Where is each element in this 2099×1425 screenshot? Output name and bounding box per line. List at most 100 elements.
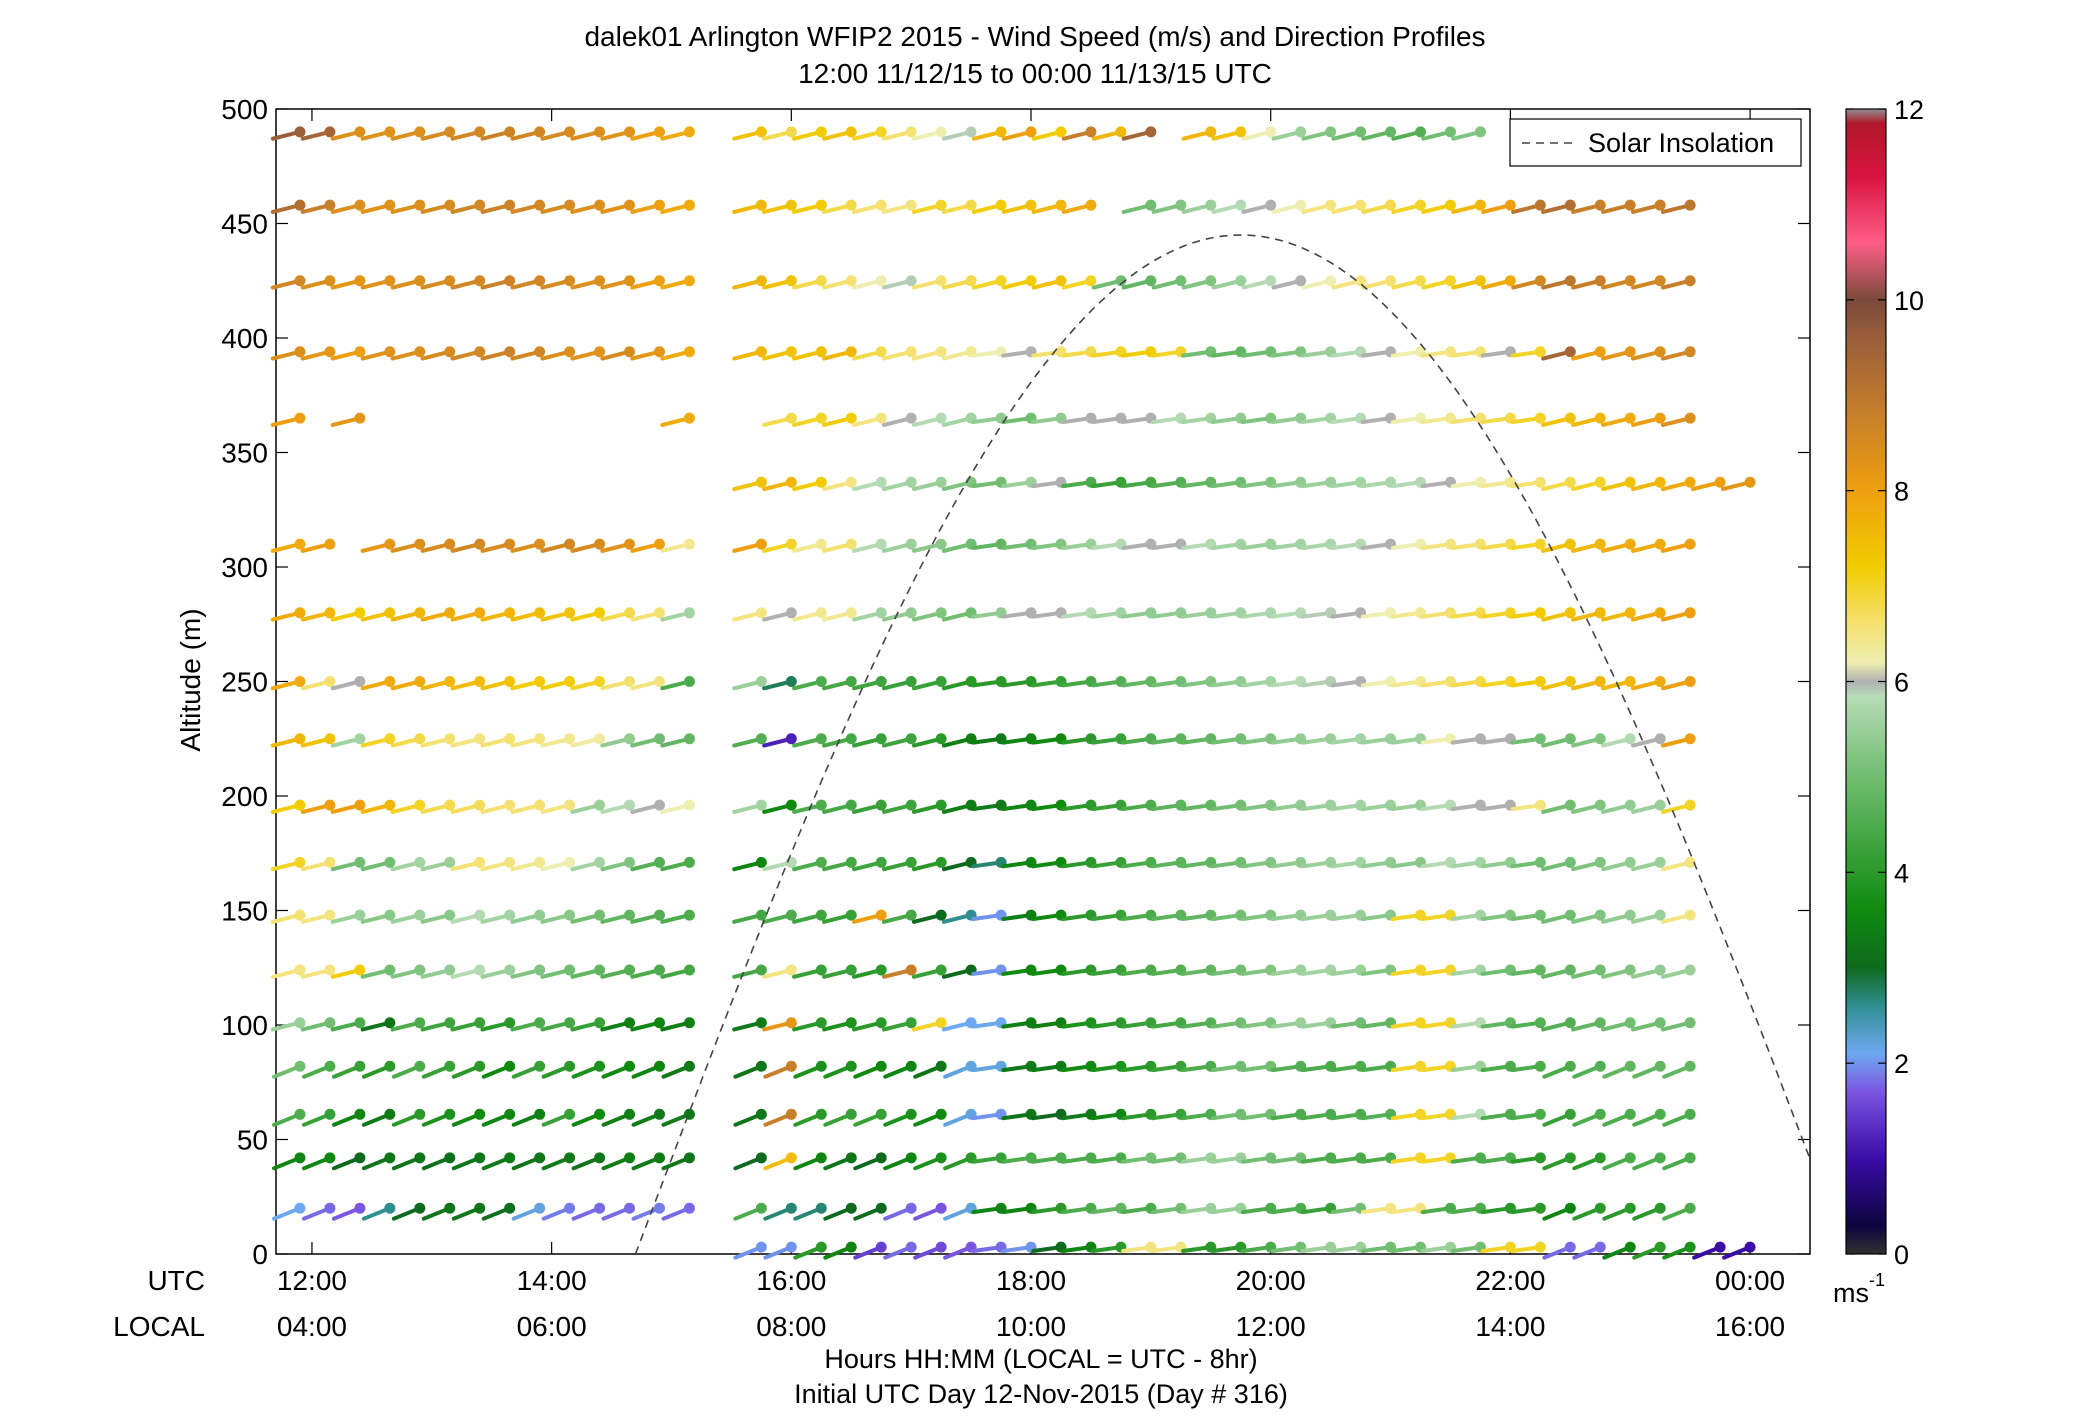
wind-barb-point — [815, 412, 827, 424]
wind-barb-point — [683, 1152, 695, 1164]
wind-barb-point — [294, 1152, 306, 1164]
wind-barb-point — [444, 1108, 456, 1120]
wind-barb-point — [935, 733, 947, 745]
wind-barb-point — [1654, 275, 1666, 287]
wind-barb-point — [294, 856, 306, 868]
wind-barb-point — [564, 799, 576, 811]
wind-barb-point — [845, 538, 857, 550]
wind-barb-point — [414, 909, 426, 921]
wind-barb-point — [384, 1152, 396, 1164]
colorbar-unit: ms — [1833, 1278, 1869, 1308]
wind-barb-point — [935, 476, 947, 488]
wind-barb-point — [474, 1152, 486, 1164]
wind-barb-point — [594, 733, 606, 745]
wind-barb-point — [1265, 199, 1277, 211]
wind-barb-point — [965, 199, 977, 211]
legend-box — [1509, 118, 1802, 167]
wind-barb-point — [815, 346, 827, 358]
wind-barb-point — [414, 275, 426, 287]
wind-barb-point — [414, 733, 426, 745]
wind-barb-point — [1534, 676, 1546, 687]
wind-barb-point — [755, 733, 767, 745]
wind-barb-point — [815, 1108, 827, 1120]
wind-barb-point — [294, 964, 306, 976]
chart-title: dalek01 Arlington WFIP2 2015 - Wind Spee… — [584, 21, 1485, 52]
wind-barb-point — [624, 275, 636, 287]
wind-barb-point — [444, 856, 456, 868]
wind-barb-point — [1295, 275, 1307, 287]
wind-barb-point — [384, 199, 396, 211]
wind-barb-point — [1594, 909, 1606, 921]
wind-barb-point — [414, 1202, 426, 1214]
wind-barb-point — [845, 909, 857, 921]
wind-barb-point — [1684, 799, 1696, 811]
wind-barb-point — [324, 676, 336, 687]
wind-barb-point — [564, 126, 576, 138]
wind-barb-point — [594, 346, 606, 358]
wind-barb-point — [905, 1108, 917, 1120]
wind-barb-point — [324, 607, 336, 619]
wind-barb-point — [564, 856, 576, 868]
wind-barb-point — [1564, 538, 1576, 550]
wind-barb-point — [474, 1017, 486, 1029]
wind-barb-point — [1564, 733, 1576, 745]
wind-barb-point — [1624, 412, 1636, 424]
wind-barb-point — [815, 1202, 827, 1214]
wind-barb-point — [534, 126, 546, 138]
wind-barb-point — [594, 909, 606, 921]
wind-barb-point — [755, 799, 767, 811]
wind-barb-point — [1235, 275, 1247, 287]
wind-barb-point — [755, 856, 767, 868]
wind-barb-point — [1415, 126, 1427, 138]
wind-barb-point — [354, 199, 366, 211]
wind-barb-point — [845, 1152, 857, 1164]
wind-barb-point — [414, 538, 426, 550]
wind-barb-point — [504, 607, 516, 619]
wind-barb-point — [1534, 275, 1546, 287]
wind-barb-point — [534, 538, 546, 550]
wind-barb-point — [354, 346, 366, 358]
wind-barb-point — [594, 964, 606, 976]
wind-barb-point — [815, 909, 827, 921]
wind-barb-point — [1385, 275, 1397, 287]
wind-barb-point — [414, 1152, 426, 1164]
wind-barb-point — [384, 909, 396, 921]
wind-barb-point — [504, 1202, 516, 1214]
wind-barb-point — [294, 346, 306, 358]
wind-barb-point — [294, 909, 306, 921]
wind-barb-point — [815, 856, 827, 868]
wind-barb-point — [683, 538, 695, 550]
wind-barb-point — [1534, 799, 1546, 811]
wind-barb-point — [414, 856, 426, 868]
wind-barb-point — [995, 199, 1007, 211]
wind-barb-point — [1025, 199, 1037, 211]
wind-barb-point — [384, 126, 396, 138]
wind-barb-point — [324, 856, 336, 868]
wind-barb-point — [845, 1060, 857, 1072]
wind-barb-point — [905, 1060, 917, 1072]
wind-barb-point — [654, 1152, 665, 1164]
wind-barb-point — [534, 856, 546, 868]
wind-barb-point — [474, 1060, 486, 1072]
wind-barb-point — [875, 909, 887, 921]
wind-barb-point — [654, 733, 665, 745]
wind-barb-point — [1564, 607, 1576, 619]
wind-barb-point — [1684, 1202, 1696, 1214]
wind-barb-point — [444, 1152, 456, 1164]
y-axis: 0 50 100 150 200 250 300 350 400 450 500 — [221, 94, 1810, 1270]
wind-barb-point — [324, 126, 336, 138]
wind-barb-point — [785, 1152, 797, 1164]
wind-barb-point — [1085, 126, 1097, 138]
wind-barb-point — [1684, 275, 1696, 287]
wind-barb-point — [935, 964, 947, 976]
wind-barb-point — [594, 538, 606, 550]
wind-barb-point — [504, 799, 516, 811]
legend: Solar Insolation — [1509, 118, 1802, 167]
wind-barb-point — [1325, 275, 1337, 287]
wind-barb-point — [1594, 676, 1606, 687]
wind-barb-point — [1744, 476, 1756, 488]
wind-barb-point — [755, 199, 767, 211]
wind-barb-point — [1654, 964, 1666, 976]
wind-barb-point — [1624, 275, 1636, 287]
wind-barb-point — [1624, 1152, 1636, 1164]
